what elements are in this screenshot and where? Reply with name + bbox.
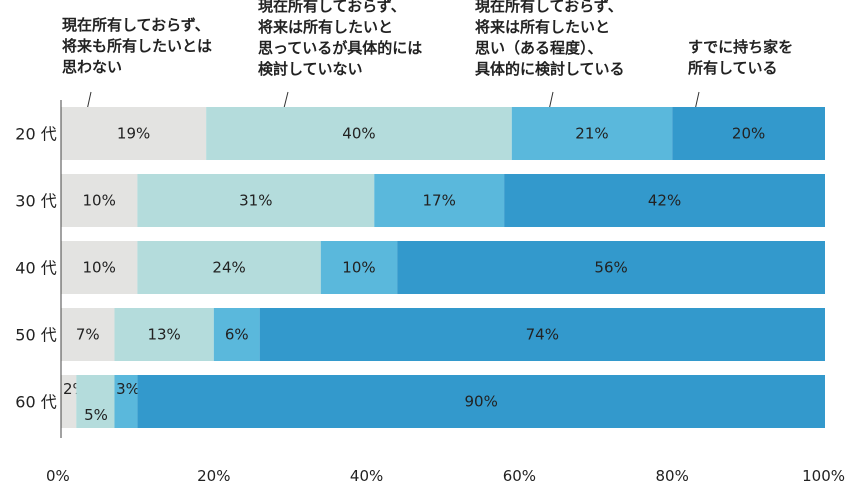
bar-value-label: 31% [239,192,272,210]
x-tick-label: 0% [46,467,70,485]
bar-segment [374,174,505,227]
bar-value-label: 10% [342,259,375,277]
x-tick-label: 20% [197,467,230,485]
bar-value-label: 17% [423,192,456,210]
bar-value-label: 24% [212,259,245,277]
bar-segment [61,107,207,160]
bar-segment [320,241,398,294]
bar-segment [114,308,214,361]
bar-segment [61,241,138,294]
plot-area: 20 代 19% 40% 21% 20% 30 代 10% 31% 17% 42% 40 代 10% 2… [15,107,825,428]
x-tick-label: 60% [503,467,536,485]
bar-value-label: 74% [526,326,559,344]
x-tick-label: 100% [802,467,845,485]
legend-entry-line: 現在所有しておらず、 [475,0,623,15]
legend-entry-line: 思っているが具体的には [258,39,422,57]
bar-value-label: 21% [575,125,608,143]
bar-segment [397,241,825,294]
legend-entry-line: 将来は所有したいと [475,18,610,36]
legend-entry-line: 思わない [62,58,122,76]
category-label: 20 代 [15,125,56,144]
category-label: 50 代 [15,326,56,345]
bar-value-label: 56% [594,259,627,277]
legend-entry-line: すでに持ち家を [688,38,793,56]
bar-value-label: 10% [83,259,116,277]
legend: 現在所有しておらず、将来も所有したいとは思わない現在所有しておらず、将来は所有し… [62,0,793,129]
legend-entry-line: 所有している [688,59,778,77]
bar-segment [137,174,375,227]
bar-value-label: 13% [147,326,180,344]
bar-segment [61,174,138,227]
bar-segment [511,107,673,160]
bar-segment [206,107,512,160]
category-label: 30 代 [15,192,56,211]
legend-entry-line: 検討していない [258,60,363,78]
legend-entry-line: 将来は所有したいと [258,18,393,36]
bar-value-label: 19% [117,125,150,143]
bar-segment [672,107,825,160]
bar-segment [114,375,138,428]
bar-value-label: 7% [76,326,100,344]
category-label: 40 代 [15,259,56,278]
legend-entry-line: 具体的に検討している [475,60,625,78]
legend-entry-line: 現在所有しておらず、 [62,16,210,34]
bar-value-label: 3% [116,380,140,398]
bar-segment [61,375,77,428]
bar-value-label: 10% [83,192,116,210]
bar-value-label: 5% [84,406,108,424]
bar-segment [137,375,825,428]
bar-segment [213,308,260,361]
bar-value-label: 6% [225,326,249,344]
bar-value-label: 20% [732,125,765,143]
bar-segment [259,308,825,361]
bar-value-label: 40% [342,125,375,143]
x-axis: 0% 20% 40% 60% 80% 100% [46,467,845,485]
bar-segment [137,241,321,294]
bar-segment [504,174,825,227]
legend-entry-line: 将来も所有したいとは [62,37,212,55]
category-label: 60 代 [15,393,56,412]
bar-value-label: 90% [465,393,498,411]
x-tick-label: 40% [350,467,383,485]
legend-entry-line: 思い（ある程度）、 [475,39,603,57]
bar-segment [61,308,115,361]
bar-segment [76,375,115,428]
x-tick-label: 80% [656,467,689,485]
legend-entry-line: 現在所有しておらず、 [258,0,406,15]
bar-value-label: 42% [648,192,681,210]
